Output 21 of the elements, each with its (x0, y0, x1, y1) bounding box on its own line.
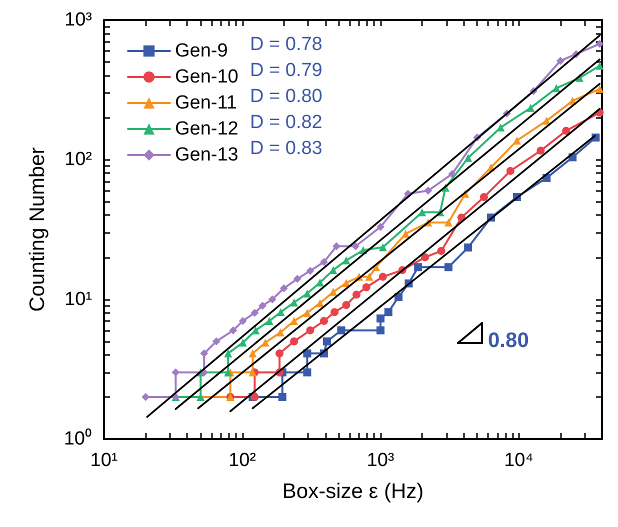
y-tick-label: 10³ (64, 10, 92, 30)
x-tick-label: 10⁴ (504, 450, 534, 471)
y-tick-label: 10⁰ (64, 428, 92, 450)
annotation: D = 0.83 (250, 138, 322, 159)
annotation: D = 0.82 (250, 112, 322, 133)
legend-label: Gen-10 (175, 66, 238, 88)
legend-label: Gen-11 (175, 92, 237, 114)
x-axis-title: Box-size ε (Hz) (282, 480, 424, 503)
x-tick-label: 10¹ (90, 450, 118, 471)
x-tick-label: 10³ (366, 450, 394, 471)
annotation: D = 0.79 (250, 60, 322, 81)
y-axis-title: Counting Number (26, 147, 49, 312)
annotation: D = 0.80 (250, 86, 322, 107)
legend-label: Gen-13 (175, 144, 238, 166)
legend-label: Gen-9 (175, 40, 228, 62)
y-tick-label: 10¹ (64, 288, 92, 310)
y-tick-label: 10² (64, 149, 92, 170)
x-tick-label: 10² (228, 450, 256, 471)
legend-label: Gen-12 (175, 118, 238, 140)
annotation: 0.80 (488, 329, 529, 352)
annotation: D = 0.78 (250, 34, 322, 55)
